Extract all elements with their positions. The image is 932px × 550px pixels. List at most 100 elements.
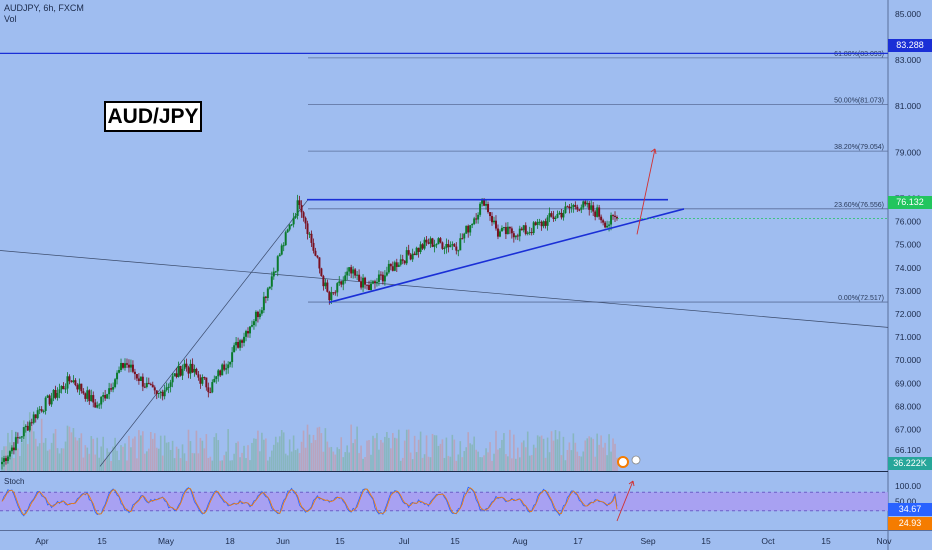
volume-bar <box>362 458 364 471</box>
volume-bar <box>431 433 434 471</box>
volume-bar <box>405 429 408 471</box>
candle-body <box>417 247 420 252</box>
candle-body <box>494 220 497 229</box>
volume-bar <box>165 442 168 471</box>
volume-label[interactable]: Vol <box>4 14 17 24</box>
volume-bar <box>82 457 85 471</box>
candle-body <box>135 374 138 379</box>
candle-body <box>189 363 192 374</box>
volume-bar <box>120 445 122 471</box>
candle-body <box>449 245 452 248</box>
volume-bar <box>40 418 43 471</box>
candle-body <box>544 221 547 226</box>
volume-bar <box>161 455 164 471</box>
candle-body <box>425 239 428 243</box>
volume-bar <box>590 437 593 471</box>
symbol-title[interactable]: AUDJPY, 6h, FXCM <box>4 3 84 13</box>
candle-body <box>582 201 585 208</box>
y-tick-label: 83.000 <box>895 55 921 65</box>
volume-bar <box>171 440 174 471</box>
volume-bar <box>106 448 108 471</box>
volume-bar <box>28 412 31 471</box>
volume-bar <box>499 448 501 471</box>
candle-body <box>584 201 587 205</box>
volume-bar <box>253 438 255 471</box>
x-tick-label: May <box>158 536 175 546</box>
volume-bar <box>491 460 493 471</box>
candle-body <box>179 365 182 376</box>
volume-bar <box>518 457 521 471</box>
volume-bar <box>544 457 547 471</box>
candle-body <box>504 227 507 235</box>
candle-body <box>610 215 613 225</box>
candle-body <box>239 340 242 348</box>
candle-body <box>187 367 190 374</box>
candle-body <box>16 437 19 439</box>
volume-bar <box>185 460 188 471</box>
volume-bar <box>461 457 464 471</box>
volume-bar <box>56 448 59 471</box>
volume-bar <box>197 453 200 471</box>
candle-body <box>435 244 438 246</box>
volume-bar <box>538 436 541 471</box>
volume-bar <box>558 431 561 471</box>
candle-body <box>338 281 341 284</box>
volume-bar <box>374 438 376 471</box>
volume-bar <box>167 442 170 471</box>
candle-body <box>211 382 214 393</box>
volume-bar <box>278 436 281 471</box>
volume-bar <box>459 441 462 471</box>
volume-bar <box>251 442 253 471</box>
candle-body <box>243 336 246 343</box>
candle-body <box>393 262 396 271</box>
volume-bar <box>231 460 233 471</box>
candle-body <box>407 250 410 255</box>
candle-body <box>336 283 339 293</box>
volume-bar <box>296 448 299 471</box>
candle-body <box>312 242 315 251</box>
candle-body <box>437 238 440 245</box>
candle-body <box>276 256 279 272</box>
volume-bar <box>493 453 495 471</box>
volume-bar <box>169 449 172 471</box>
candle-body <box>362 277 365 288</box>
candle-body <box>508 226 511 229</box>
candle-body <box>68 376 71 382</box>
candle-body <box>614 215 617 217</box>
volume-bar <box>130 447 132 471</box>
candle-body <box>326 282 329 292</box>
candle-body <box>292 217 295 225</box>
candle-body <box>467 225 470 233</box>
candle-body <box>324 282 327 287</box>
volume-bar <box>316 427 319 471</box>
volume-bar <box>203 448 206 471</box>
volume-bar <box>30 425 33 471</box>
stoch-label[interactable]: Stoch <box>4 477 25 486</box>
volume-bar <box>132 438 134 471</box>
candle-body <box>199 377 202 384</box>
candle-body <box>100 396 103 405</box>
volume-bar <box>526 431 529 471</box>
candle-body <box>469 225 472 233</box>
volume-bar <box>364 457 366 471</box>
candle-body <box>461 238 464 240</box>
volume-bar <box>245 458 247 471</box>
volume-bar <box>483 455 485 471</box>
candle-body <box>209 392 212 394</box>
candle-body <box>316 255 319 258</box>
volume-bar <box>312 434 315 471</box>
volume-bar <box>247 445 249 471</box>
volume-bar <box>298 453 301 471</box>
candle-body <box>254 311 257 322</box>
candle-body <box>131 364 134 372</box>
volume-bar <box>503 433 505 471</box>
volume-bar <box>290 451 293 471</box>
candle-body <box>88 390 91 402</box>
volume-bar <box>417 439 420 471</box>
candle-body <box>127 364 130 368</box>
candle-body <box>241 340 244 343</box>
stoch-tick-label: 100.00 <box>895 481 921 491</box>
volume-bar <box>600 435 602 471</box>
